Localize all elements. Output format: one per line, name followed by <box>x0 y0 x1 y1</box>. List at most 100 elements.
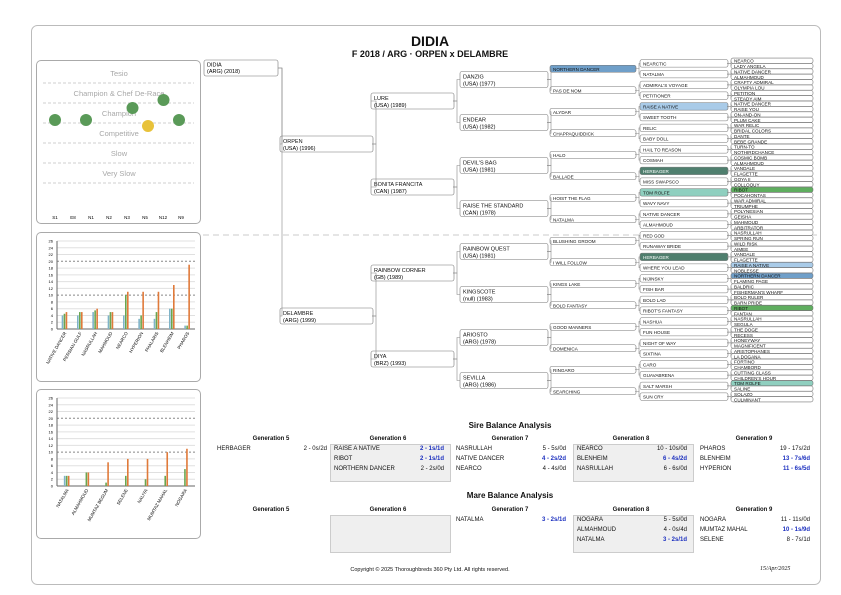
bar <box>140 315 142 329</box>
bar <box>144 479 147 486</box>
balance-value: 19 - 17s/2d <box>779 446 810 452</box>
balance-horse-name: NATALMA <box>456 517 484 523</box>
x-category-label: NEARCO <box>115 331 129 351</box>
subject-name: DIDIA <box>207 63 222 69</box>
balance-value: 3 - 2s/1d <box>662 537 687 543</box>
balance-horse-name: NOGARA <box>700 517 727 523</box>
horse-detail: (USA) (1981) <box>463 254 496 260</box>
horse-name: DANZIG <box>463 75 484 81</box>
copyright-text: Copyright © 2025 Thoroughbreds 360 Pty L… <box>350 567 510 573</box>
balance-value: 4 - 4s/0d <box>542 466 566 472</box>
balance-value: 13 - 7s/6d <box>782 456 810 462</box>
y-tick-label: 12 <box>49 443 54 448</box>
balance-horse-name: NORTHERN DANCER <box>334 466 395 472</box>
horse-name: LADY ANGELA <box>734 64 767 69</box>
connector-line <box>727 138 732 142</box>
y-tick-label: 24 <box>49 402 54 407</box>
bar <box>123 315 125 329</box>
bar <box>61 315 64 329</box>
balance-value: 2 - 1s/1d <box>419 456 444 462</box>
page-frame <box>31 25 821 585</box>
horse-detail: (USA) (1982) <box>463 125 496 131</box>
bar <box>107 315 110 329</box>
connector-line <box>547 165 552 177</box>
connector-line <box>635 369 640 376</box>
horse-name: RELIC <box>643 126 657 131</box>
bar <box>186 325 188 329</box>
horse-name: WILD RISK <box>734 241 758 246</box>
y-tick-label: 14 <box>49 436 54 441</box>
connector-line <box>727 278 732 282</box>
scale-chart: Tesio Champion & Chef De-Race Champion Comp… <box>43 48 194 220</box>
x-category-label: ALMAHMOUD <box>70 487 89 515</box>
connector-line <box>547 294 552 306</box>
bar <box>79 312 81 329</box>
balance-value: 6 - 6s/0d <box>663 466 687 472</box>
connector-line <box>453 272 460 295</box>
horse-name: WAR RELIC <box>734 123 760 128</box>
bar <box>153 318 156 329</box>
horse-name: RAINBOW QUEST <box>463 247 510 253</box>
horse-name: ORPEN <box>283 139 303 145</box>
report-date: 15/Apr/2025 <box>760 566 791 572</box>
scale-column-label: N3 <box>124 215 130 220</box>
connector-line <box>635 283 640 290</box>
connector-line <box>727 385 732 389</box>
horse-name: RINGARO <box>553 368 575 373</box>
horse-name: SIXTINA <box>643 352 662 357</box>
horse-name: SWEET TOOTH <box>643 115 676 120</box>
bar <box>125 295 127 329</box>
y-tick-label: 0 <box>51 327 54 332</box>
horse-name: CRAFTY ADMIRAL <box>734 80 774 85</box>
connector-line <box>727 288 732 292</box>
connector-line <box>727 235 732 239</box>
connector-line <box>727 181 732 185</box>
horse-name: GOOD MANNERS <box>553 325 591 330</box>
connector-line <box>453 358 460 381</box>
generation-shade <box>330 515 451 553</box>
horse-name: ARISTOPHANES <box>734 349 770 354</box>
scale-dot <box>126 102 139 114</box>
horse-name: TOM ROLFE <box>643 190 670 195</box>
connector-line <box>727 202 732 206</box>
generation-heading: Generation 6 <box>369 436 407 442</box>
balance-value: 10 - 1s/9d <box>782 527 810 533</box>
connector-line <box>635 326 640 333</box>
horse-detail: (GB) (1989) <box>374 275 403 281</box>
balance-horse-name: ALMAHMOUD <box>577 527 617 533</box>
horse-name: KINGS LAKE <box>553 282 580 287</box>
bar <box>81 312 83 329</box>
connector-line <box>727 73 732 77</box>
balance-value: 5 - 5s/0d <box>542 446 566 452</box>
horse-name: NATIVE DANCER <box>643 212 681 217</box>
balance-value: 2 - 2s/0d <box>420 466 444 472</box>
bar <box>171 308 173 329</box>
scale-chart-panel: Tesio Champion & Chef De-Race Champion Comp… <box>36 48 201 224</box>
connector-line <box>635 175 640 182</box>
horse-detail: (ARG) (1999) <box>283 318 316 324</box>
horse-name: BONITA FRANCITA <box>374 182 423 188</box>
connector-line <box>727 170 732 174</box>
bar <box>127 291 129 329</box>
horse-name: ALYDAR <box>553 110 572 115</box>
scale-dot <box>80 114 92 126</box>
generation-heading: Generation 8 <box>612 436 650 442</box>
horse-name: SEVILLA <box>463 376 486 382</box>
y-tick-label: 10 <box>49 450 54 455</box>
scale-level-label: Tesio <box>110 69 128 78</box>
generation-heading: Generation 7 <box>491 436 529 442</box>
horse-name: ENDEAR <box>463 118 486 124</box>
bar <box>111 312 114 329</box>
horse-name: PAS DE NOM <box>553 88 582 93</box>
x-category-label: MAHMOUD <box>97 330 114 354</box>
connector-line <box>727 342 732 346</box>
horse-name: TURN-TO <box>734 145 755 150</box>
x-category-label: NOGARA <box>174 488 188 507</box>
horse-name: TRIUMPHE <box>734 204 758 209</box>
connector-line <box>547 79 552 91</box>
horse-name: NATALMA <box>553 217 575 222</box>
horse-name: ON-AND-ON <box>734 112 761 117</box>
connector-line <box>727 213 732 217</box>
